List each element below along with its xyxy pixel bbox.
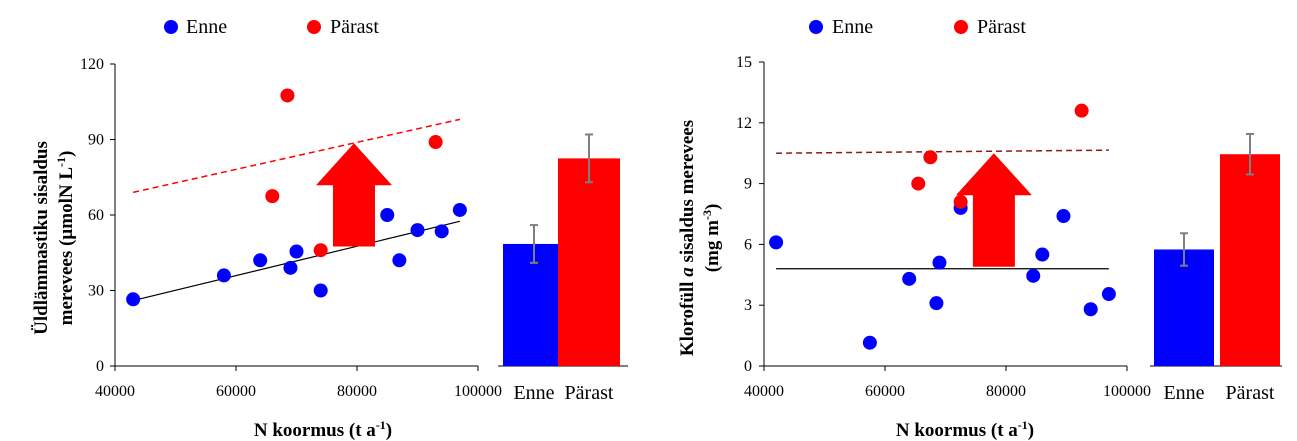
right-point-before — [769, 235, 784, 250]
left-y-tick-label: 60 — [88, 207, 104, 224]
right-y-tick-label: 15 — [736, 54, 752, 71]
left-bar-after — [558, 158, 620, 366]
left-point-after — [313, 243, 328, 258]
right-point-before — [862, 335, 877, 350]
left-point-before — [126, 292, 141, 307]
right-x-tick-label: 100000 — [1103, 383, 1151, 400]
right-axis-ticks: 0 3 6 9 12 15 40000 60000 80000 100000 — [736, 54, 1151, 400]
left-bar-before — [503, 243, 565, 366]
right-bar-category-label: Pärast — [1226, 382, 1275, 404]
left-legend-after-marker — [307, 20, 321, 34]
left-trendlines — [132, 118, 461, 302]
right-scatter-axes: 0 3 6 9 12 15 40000 60000 80000 100000 — [736, 54, 1151, 400]
left-bar-panel: Enne Pärast — [498, 133, 628, 404]
right-y-tick-label: 6 — [744, 236, 752, 253]
right-trendlines — [776, 149, 1109, 270]
right-y-axis-label-line2: (mg m-3) — [700, 204, 723, 273]
left-point-before — [410, 223, 425, 238]
right-point-before — [932, 255, 947, 270]
right-y-tick-label: 0 — [744, 358, 752, 375]
left-legend: Enne Pärast — [164, 16, 379, 38]
right-point-before — [1056, 209, 1071, 224]
right-point-before — [1035, 247, 1050, 262]
right-legend: Enne Pärast — [809, 16, 1026, 38]
left-increase-arrow — [315, 143, 392, 247]
left-legend-before-marker — [164, 20, 178, 34]
right-legend-before-label: Enne — [832, 16, 873, 38]
right-increase-arrow — [955, 153, 1032, 267]
left-bars: Enne Pärast — [503, 133, 620, 404]
right-y-tick-label: 3 — [744, 297, 752, 314]
right-y-tick-label: 9 — [744, 176, 752, 193]
left-scatter-axes: 0 30 60 90 120 40000 60000 80000 100000 — [80, 56, 502, 400]
left-x-tick-label: 40000 — [95, 383, 135, 400]
left-y-tick-label: 0 — [96, 358, 104, 375]
left-point-before — [253, 253, 268, 268]
left-x-tick-label: 60000 — [216, 383, 256, 400]
left-point-before — [283, 260, 298, 275]
right-point-before — [929, 296, 944, 311]
left-point-before — [452, 202, 467, 217]
left-point-after — [265, 189, 280, 204]
left-trend-before-line — [133, 220, 460, 302]
right-bars: Enne Pärast — [1154, 132, 1280, 404]
right-x-tick-label: 80000 — [986, 383, 1026, 400]
left-x-axis-label: N koormus (t a-1) — [254, 418, 392, 441]
left-y-tick-label: 120 — [80, 56, 104, 73]
left-point-before — [392, 253, 407, 268]
right-bar-panel: Enne Pärast — [1150, 132, 1282, 404]
left-legend-after-label: Pärast — [330, 16, 379, 38]
right-bar-category-label: Enne — [1163, 382, 1204, 404]
right-legend-after-label: Pärast — [977, 16, 1026, 38]
right-x-tick-label: 60000 — [865, 383, 905, 400]
left-point-after — [280, 88, 295, 103]
right-trend-after-line — [776, 149, 1109, 154]
right-legend-before-marker — [809, 20, 823, 34]
left-bar-category-label: Pärast — [565, 382, 614, 404]
right-point-after — [923, 150, 938, 165]
right-y-tick-label: 12 — [736, 115, 752, 132]
left-point-before — [380, 208, 395, 222]
left-scatter-points — [126, 88, 467, 307]
right-bar-before — [1154, 249, 1214, 366]
right-point-before — [902, 271, 917, 286]
left-point-before — [289, 244, 304, 259]
right-panel: Enne Pärast 0 3 6 9 12 15 40000 60000 80000 10000… — [677, 16, 1282, 441]
left-legend-before-label: Enne — [186, 16, 227, 38]
right-point-before — [1101, 287, 1116, 302]
left-axis-ticks: 0 30 60 90 120 40000 60000 80000 100000 — [80, 56, 502, 400]
right-point-after — [953, 194, 968, 209]
right-x-axis-label: N koormus (t a-1) — [896, 418, 1034, 441]
right-y-axis-label: Klorofüll a sisaldus merevees — [677, 120, 698, 356]
left-point-before — [313, 283, 328, 298]
left-x-tick-label: 100000 — [454, 383, 502, 400]
right-legend-after-marker — [954, 20, 968, 34]
left-x-tick-label: 80000 — [337, 383, 377, 400]
right-point-before — [1083, 302, 1098, 317]
left-point-after — [428, 135, 443, 150]
left-panel: Enne Pärast 0 30 60 90 120 40000 60000 80000 100… — [31, 16, 628, 441]
left-bar-category-label: Enne — [513, 382, 554, 404]
left-y-axis-label: Üldlämmastiku sisaldus — [31, 141, 52, 335]
left-trend-after-line — [132, 118, 461, 194]
right-bar-after — [1220, 154, 1280, 366]
right-point-before — [1026, 268, 1041, 283]
left-y-tick-label: 30 — [88, 283, 104, 300]
right-point-after — [911, 176, 926, 191]
right-point-after — [1074, 103, 1089, 118]
right-x-tick-label: 40000 — [744, 383, 784, 400]
right-scatter-points — [769, 103, 1116, 350]
left-y-tick-label: 90 — [88, 132, 104, 149]
left-y-axis-label-line2: merevees (µmolN L-1) — [54, 151, 77, 326]
left-point-before — [216, 268, 231, 283]
left-point-before — [434, 224, 449, 239]
